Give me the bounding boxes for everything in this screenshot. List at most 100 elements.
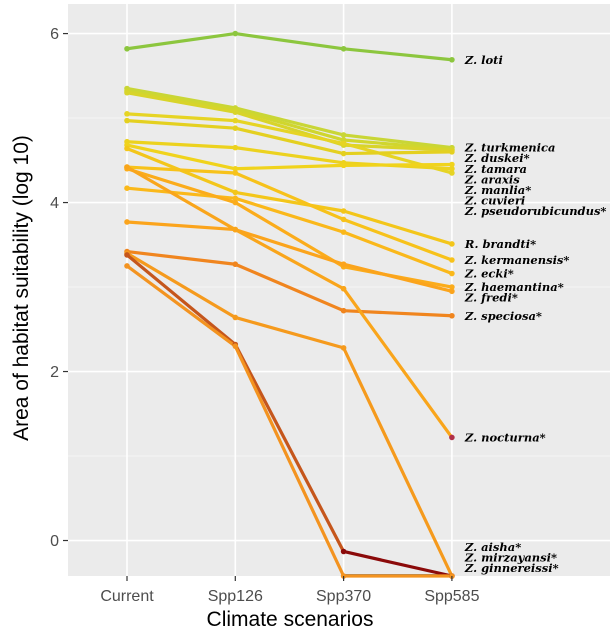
series-label-z-manlia: Z. manlia* — [464, 183, 531, 197]
data-point-z-fredi — [124, 219, 130, 225]
series-label-z-fredi: Z. fredi* — [464, 291, 518, 305]
series-label-z-pseudorubicundus: Z. pseudorubicundus* — [464, 204, 607, 218]
series-label-z-ginnereissi: Z. ginnereissi* — [464, 561, 559, 575]
series-line-z-fredi — [342, 262, 454, 293]
series-line-z-aisha — [125, 251, 237, 320]
series-line-z-tamara — [342, 143, 454, 152]
series-line-z-araxis — [125, 118, 237, 130]
data-point-r-brandti — [340, 208, 347, 214]
data-point-z-mirzayansi — [340, 548, 347, 555]
series-label-z-nocturna: Z. nocturna* — [464, 430, 546, 444]
series-line-z-mirzayansi — [233, 342, 346, 554]
data-point-z-nocturna — [124, 164, 130, 170]
series-line-z-fredi — [125, 220, 237, 232]
series-line-z-ecki — [233, 196, 346, 234]
series-line-z-aisha — [342, 346, 454, 578]
y-tick-label: 0 — [50, 533, 59, 550]
series-line-z-turkmenica — [233, 106, 346, 137]
series-line-z-duskei — [233, 108, 346, 142]
data-point-z-manlia — [449, 161, 455, 168]
series-label-z-araxis: Z. araxis — [464, 172, 520, 186]
data-point-z-speciosa — [340, 307, 347, 314]
series-line-z-turkmenica — [342, 133, 454, 150]
x-tick-label: Spp585 — [424, 588, 479, 605]
series-line-z-nocturna — [233, 227, 346, 291]
series-line-z-speciosa — [125, 249, 237, 266]
series-line-z-loti — [342, 47, 454, 62]
data-point-z-cuvieri — [449, 165, 455, 172]
series-label-z-kermanensis: Z. kermanensis* — [464, 253, 570, 267]
data-point-z-nocturna — [340, 285, 347, 292]
x-axis-title: Climate scenarios — [207, 608, 374, 631]
series-line-z-mirzayansi — [125, 253, 237, 347]
series-line-z-fredi — [233, 227, 346, 266]
data-point-z-kermanensis — [232, 170, 239, 176]
series-line-z-haemantina — [125, 167, 237, 205]
series-label-z-haemantina: Z. haemantina* — [464, 280, 564, 294]
data-point-z-araxis — [340, 150, 347, 157]
data-point-r-brandti — [124, 145, 130, 152]
data-point-z-manlia — [340, 162, 347, 169]
series-line-z-manlia — [125, 143, 237, 171]
data-point-z-loti — [124, 45, 130, 52]
y-axis-title: Area of habitat suitability (log 10) — [10, 135, 33, 441]
data-point-z-araxis — [449, 149, 455, 155]
series-label-z-ecki: Z. ecki* — [464, 267, 514, 281]
series-line-z-manlia — [233, 163, 346, 171]
data-point-z-speciosa — [232, 261, 239, 268]
data-point-z-cuvieri — [232, 144, 239, 151]
data-point-z-pseudorubicundus — [449, 170, 455, 176]
data-point-z-ginnereissi — [124, 263, 130, 269]
data-point-z-loti — [232, 30, 239, 37]
y-tick-label: 4 — [50, 195, 59, 212]
series-line-z-ecki — [342, 230, 454, 276]
series-label-z-speciosa: Z. speciosa* — [464, 309, 542, 323]
data-point-z-aisha — [232, 314, 239, 321]
data-point-z-ecki — [340, 229, 347, 235]
data-point-z-mirzayansi — [124, 252, 130, 258]
series-line-z-turkmenica — [125, 86, 237, 110]
series-line-z-duskei — [125, 89, 237, 112]
data-point-z-fredi — [449, 288, 455, 295]
series-label-z-mirzayansi: Z. mirzayansi* — [464, 550, 557, 564]
series-line-z-pseudorubicundus — [125, 112, 237, 123]
data-point-z-ecki — [124, 185, 130, 191]
series-line-z-aisha — [233, 315, 346, 350]
series-label-z-cuvieri: Z. cuvieri — [464, 194, 525, 208]
y-tick-label: 6 — [50, 26, 59, 43]
data-point-z-nocturna — [232, 226, 239, 233]
data-point-r-brandti — [449, 241, 455, 247]
data-point-z-ginnereissi — [232, 343, 239, 349]
series-label-r-brandti: R. brandti* — [464, 237, 536, 251]
x-tick-label: Spp126 — [208, 588, 263, 605]
x-tick-label: Current — [100, 588, 154, 605]
series-line-r-brandti — [233, 190, 346, 213]
series-line-z-kermanensis — [125, 165, 237, 175]
series-lines — [125, 31, 454, 578]
data-point-z-fredi — [340, 261, 347, 268]
series-line-z-araxis — [233, 126, 346, 156]
series-line-z-ginnereissi — [125, 264, 237, 348]
data-point-z-ecki — [232, 195, 239, 202]
data-point-r-brandti — [232, 189, 239, 196]
data-point-z-loti — [340, 45, 347, 52]
series-line-z-tamara — [125, 91, 237, 114]
series-label-z-duskei: Z. duskei* — [464, 151, 530, 165]
data-point-z-loti — [449, 56, 455, 63]
data-point-z-speciosa — [449, 312, 455, 319]
series-line-z-kermanensis — [342, 217, 454, 262]
series-line-z-ginnereissi — [233, 344, 346, 578]
axis-ticks: 0 2 4 6 Current Spp126 Spp370 Spp585 — [50, 26, 479, 605]
data-point-z-pseudorubicundus — [232, 117, 239, 124]
series-line-z-kermanensis — [233, 171, 346, 222]
data-point-z-araxis — [232, 125, 239, 132]
data-point-z-araxis — [124, 117, 130, 124]
series-line-z-mirzayansi — [342, 549, 454, 578]
series-line-z-haemantina — [233, 200, 346, 269]
data-point-z-manlia — [232, 165, 239, 172]
data-points — [124, 30, 455, 579]
series-label-z-aisha: Z. aisha* — [464, 540, 521, 554]
data-point-z-haemantina — [449, 284, 455, 290]
